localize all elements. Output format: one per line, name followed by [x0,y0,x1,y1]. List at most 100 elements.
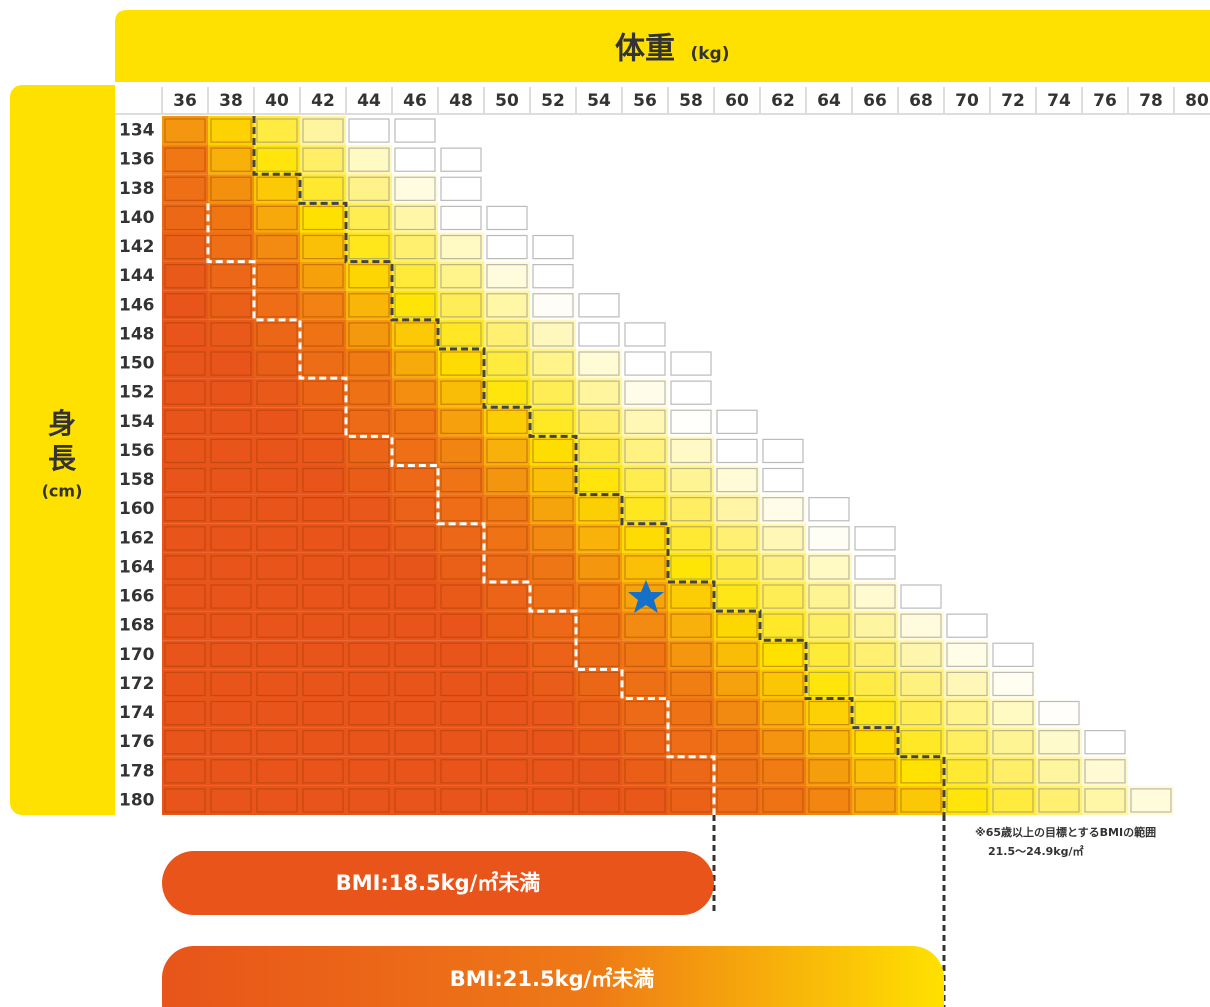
cell-frame [302,497,344,522]
cell-frame [302,147,344,172]
cell [576,494,622,524]
y-tick-label: 140 [119,208,155,228]
cell [254,349,300,379]
cell-frame [762,584,804,609]
cell [162,290,208,320]
cell-frame [532,555,574,580]
cell [254,407,300,437]
x-tick-label: 80 [1185,91,1209,111]
cell [484,698,530,728]
cell [576,698,622,728]
cell-frame [1038,730,1080,755]
cell-frame [1084,759,1126,784]
cell [438,552,484,582]
cell [760,523,806,553]
cell [438,407,484,437]
cell-frame [164,730,206,755]
cell [668,785,714,815]
cell [208,552,254,582]
cell-frame [578,613,620,638]
star-marker [628,580,664,613]
y-tick-label: 150 [119,354,155,374]
cell-frame [164,293,206,318]
cell [254,669,300,699]
cell [1036,785,1082,815]
cell [576,552,622,582]
cell [300,116,346,146]
cell [806,494,852,524]
cell-frame [486,351,528,376]
cell-frame [348,438,390,464]
cell-frame [624,351,666,376]
cell-frame [486,700,528,726]
cell-frame [164,322,206,347]
cell-frame [624,788,666,813]
cell [714,582,760,612]
cell [438,698,484,728]
cell [392,349,438,379]
cell-frame [394,234,436,260]
cell [530,290,576,320]
cell [392,669,438,699]
cell-frame [486,467,528,493]
cell [576,611,622,641]
x-tick-label: 74 [1047,91,1071,111]
cell-frame [670,613,712,638]
cell-frame [256,759,298,784]
cell-frame [302,438,344,464]
cell [392,523,438,553]
cell [392,494,438,524]
cell [714,552,760,582]
cell-frame [808,642,850,667]
cell-frame [670,788,712,813]
cell [208,611,254,641]
cell [208,349,254,379]
cell-frame [302,526,344,551]
cell-frame [762,642,804,667]
cell [806,756,852,786]
cell-frame [210,409,252,434]
cell [898,582,944,612]
cell-frame [440,730,482,755]
bmi-boundary [252,116,946,815]
cell [346,756,392,786]
cell [346,494,392,524]
cell [806,611,852,641]
cell [208,378,254,408]
cell-frame [164,409,206,434]
cell-frame [256,322,298,347]
x-tick-label: 76 [1093,91,1117,111]
cell-frame [256,264,298,289]
cell-frame [348,409,390,434]
cell-frame [210,642,252,667]
cell [622,378,668,408]
cell [760,611,806,641]
cell-frame [992,700,1034,726]
cell [300,349,346,379]
cell-frame [900,788,942,813]
cell-frame [1038,700,1080,726]
cell-frame [486,205,528,231]
cell-frame [164,176,206,201]
x-tick-label: 56 [633,91,657,111]
cell-frame [348,700,390,726]
cell [852,669,898,699]
cell [622,785,668,815]
cell [806,640,852,670]
cell-frame [210,234,252,260]
y-tick-label: 164 [119,557,155,577]
cell [714,669,760,699]
cell-frame [256,613,298,638]
cell [760,785,806,815]
cell-frame [164,438,206,464]
cell-frame [302,788,344,813]
cell-frame [624,759,666,784]
cell-frame [210,467,252,493]
cell-frame [1038,788,1080,813]
cell [484,319,530,349]
cell-frame [716,438,758,464]
cell [898,756,944,786]
cell [944,698,990,728]
